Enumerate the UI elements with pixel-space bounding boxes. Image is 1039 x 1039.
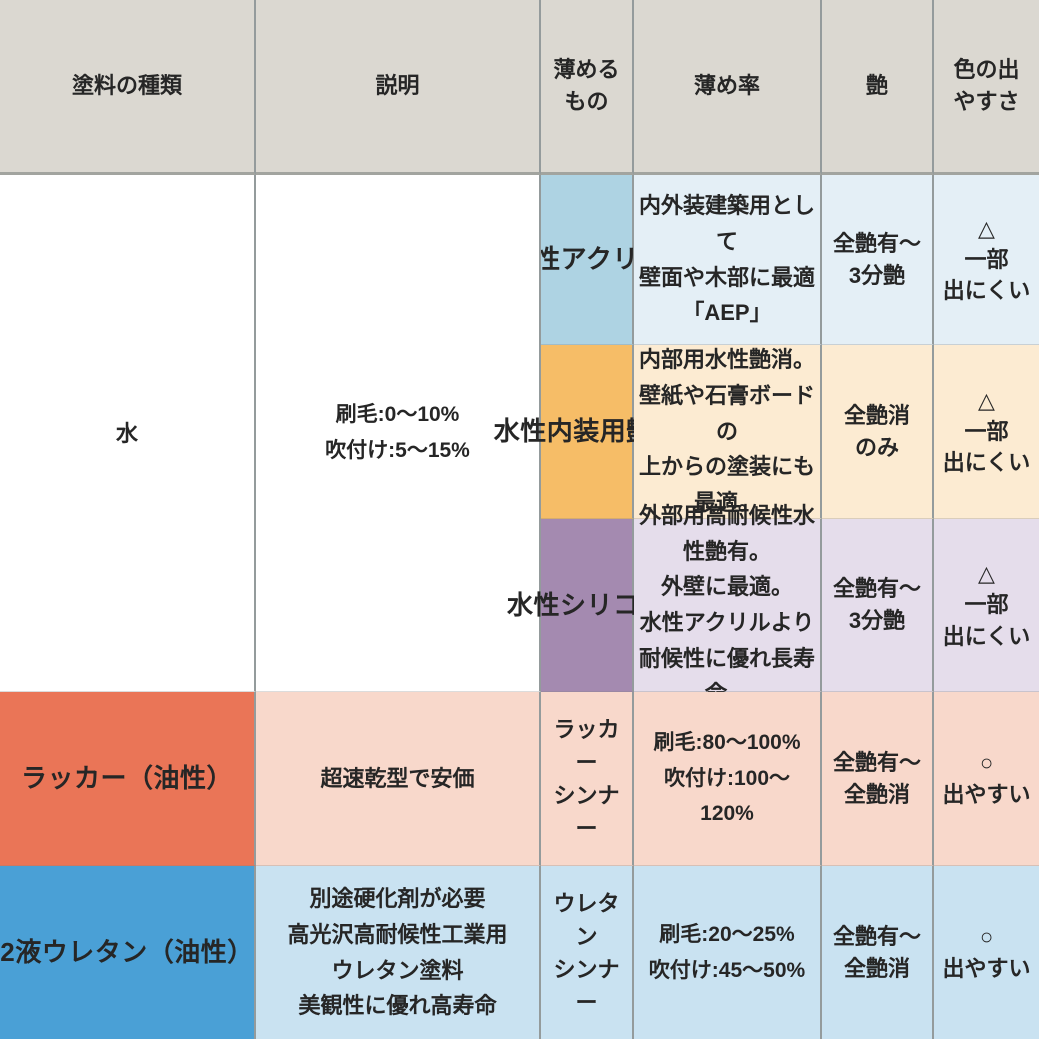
- gloss-cell: 全艶有〜 全艶消: [822, 866, 934, 1039]
- color-ease-cell: △ 一部 出にくい: [934, 519, 1039, 692]
- header-color-ease: 色の出 やすさ: [934, 0, 1039, 175]
- header-description: 説明: [256, 0, 541, 175]
- header-paint-type: 塗料の種類: [0, 0, 256, 175]
- color-ease-cell: ○ 出やすい: [934, 692, 1039, 866]
- gloss-cell: 全艶有〜 全艶消: [822, 692, 934, 866]
- description-cell: 超速乾型で安価: [256, 692, 541, 866]
- color-ease-cell: △ 一部 出にくい: [934, 345, 1039, 519]
- ratio-cell: 刷毛:80〜100% 吹付け:100〜120%: [634, 692, 822, 866]
- thinner-cell-water-merged: 水: [0, 175, 256, 692]
- ratio-cell-water-merged: 刷毛:0〜10% 吹付け:5〜15%: [256, 175, 541, 692]
- thinner-cell: ラッカー シンナー: [541, 692, 634, 866]
- paint-name-cell: 水性シリコン: [507, 519, 666, 692]
- gloss-cell: 全艶有〜 3分艶: [822, 519, 934, 692]
- paint-name-cell: 水性アクリル: [508, 175, 665, 345]
- header-ratio: 薄め率: [634, 0, 822, 175]
- gloss-cell: 全艶消 のみ: [822, 345, 934, 519]
- description-cell: 外部用高耐候性水性艶有。 外壁に最適。 水性アクリルより 耐候性に優れ長寿命。: [634, 503, 822, 706]
- description-cell: 内外装建築用として 壁面や木部に最適「AEP」: [634, 175, 822, 345]
- paint-name-cell: 2液ウレタン（油性）: [0, 866, 256, 1039]
- header-thinner: 薄める もの: [541, 0, 634, 175]
- paint-name-cell: ラッカー（油性）: [0, 692, 256, 866]
- description-cell: 内部用水性艶消。 壁紙や石膏ボードの 上からの塗装にも最適。: [634, 345, 822, 519]
- thinner-cell: ウレタン シンナー: [541, 866, 634, 1039]
- paint-name-cell: 水性内装用艶消: [494, 345, 679, 519]
- description-cell: 別途硬化剤が必要 高光沢高耐候性工業用 ウレタン塗料 美観性に優れ高寿命: [256, 866, 541, 1039]
- color-ease-cell: ○ 出やすい: [934, 866, 1039, 1039]
- ratio-cell: 刷毛:20〜25% 吹付け:45〜50%: [634, 866, 822, 1039]
- gloss-cell: 全艶有〜 3分艶: [822, 175, 934, 345]
- color-ease-cell: △ 一部 出にくい: [934, 175, 1039, 345]
- header-gloss: 艶: [822, 0, 934, 175]
